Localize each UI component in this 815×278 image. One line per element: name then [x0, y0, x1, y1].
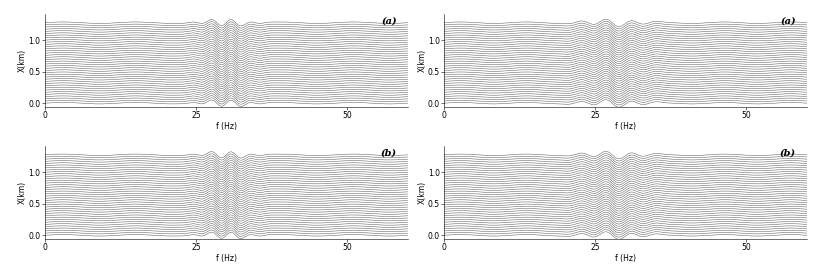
X-axis label: f (Hz): f (Hz) [216, 121, 237, 130]
Y-axis label: X(km): X(km) [417, 181, 426, 204]
Text: (a): (a) [381, 17, 397, 26]
Y-axis label: X(km): X(km) [417, 49, 426, 72]
X-axis label: f (Hz): f (Hz) [615, 254, 636, 263]
Text: (a): (a) [780, 17, 796, 26]
Y-axis label: X(km): X(km) [18, 49, 27, 72]
Text: (b): (b) [780, 149, 796, 158]
X-axis label: f (Hz): f (Hz) [615, 121, 636, 130]
Y-axis label: X(km): X(km) [18, 181, 27, 204]
X-axis label: f (Hz): f (Hz) [216, 254, 237, 263]
Text: (b): (b) [381, 149, 397, 158]
